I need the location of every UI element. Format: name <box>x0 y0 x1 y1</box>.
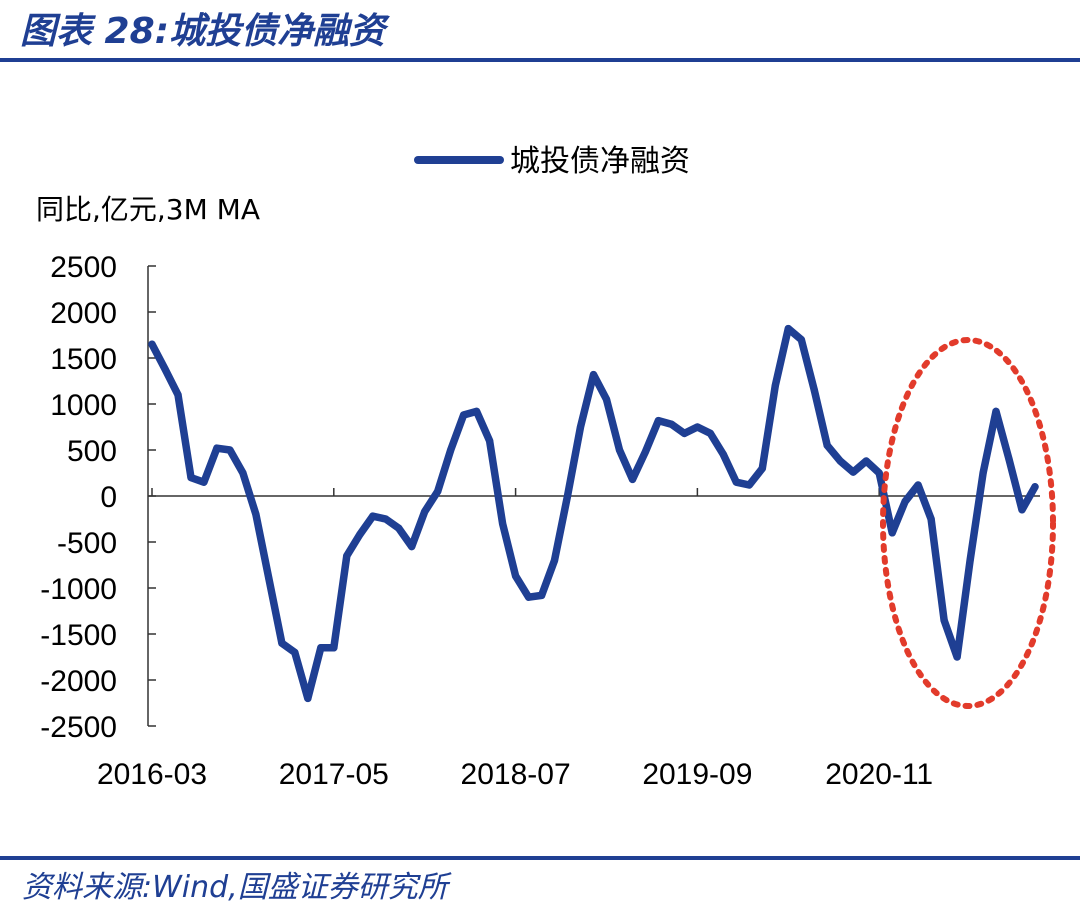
data-point <box>550 556 559 565</box>
data-point <box>148 340 156 348</box>
data-point <box>758 464 766 472</box>
data-point <box>473 407 481 415</box>
data-point <box>1031 483 1039 491</box>
data-point <box>460 411 468 419</box>
data-point <box>888 529 896 537</box>
data-point <box>719 451 728 459</box>
data-point <box>589 371 598 379</box>
y-tick-label: -2000 <box>40 665 117 698</box>
data-point <box>382 515 390 523</box>
data-point <box>317 644 325 652</box>
y-axis-unit-label: 同比,亿元,3M MA <box>36 193 260 226</box>
data-point <box>953 653 961 661</box>
data-point <box>849 468 857 476</box>
data-point <box>200 478 208 486</box>
data-point <box>732 478 740 486</box>
data-point <box>810 386 818 394</box>
y-tick-label: 0 <box>100 481 117 514</box>
legend: 城投债净融资 <box>414 144 690 179</box>
y-tick-label: -500 <box>57 527 117 560</box>
data-point <box>187 474 195 482</box>
data-point <box>693 423 702 431</box>
y-tick-label: -1500 <box>40 619 117 652</box>
data-point <box>823 441 831 449</box>
data-point <box>174 391 182 399</box>
data-point <box>745 481 753 489</box>
legend-label: 城投债净融资 <box>510 144 690 179</box>
y-tick-label: 1500 <box>50 343 117 376</box>
y-tick-label: -2500 <box>40 711 117 744</box>
data-point <box>252 510 260 518</box>
data-point <box>680 429 689 437</box>
data-point <box>511 572 520 580</box>
data-point <box>914 481 922 489</box>
data-point <box>862 457 870 465</box>
x-axis: 2016-03 2017-05 2018-07 2019-09 2020-11 <box>97 488 1040 791</box>
data-point <box>213 444 221 452</box>
data-point <box>447 446 455 454</box>
y-axis: 2500 2000 1500 1000 500 0 -500 -1000 -1500 -2000 -… <box>40 251 156 744</box>
data-point <box>1018 506 1026 514</box>
data-point <box>940 616 948 624</box>
data-point <box>486 437 494 445</box>
data-point <box>330 644 338 652</box>
data-point <box>771 382 779 390</box>
data-point <box>356 531 364 539</box>
data-point <box>901 497 909 506</box>
x-tick-label: 2019-09 <box>642 758 752 791</box>
data-points <box>148 325 1039 703</box>
x-tick-label: 2018-07 <box>461 758 571 791</box>
data-point <box>291 648 299 657</box>
line-chart: 城投债净融资 同比,亿元,3M MA 2500 2000 1500 1000 500 0 -… <box>36 144 1056 791</box>
data-point <box>525 593 533 601</box>
data-point <box>615 446 624 454</box>
highlight-ellipse <box>880 337 1056 709</box>
data-point <box>343 552 351 560</box>
figure-title: 图表 28:城投债净融资 <box>20 11 386 52</box>
data-point <box>265 575 273 583</box>
y-tick-label: 2500 <box>50 251 117 284</box>
y-tick-label: 1000 <box>50 389 117 422</box>
data-point <box>369 512 377 520</box>
data-point <box>992 407 1000 415</box>
x-tick-label: 2016-03 <box>97 758 207 791</box>
data-point <box>927 515 935 523</box>
y-tick-label: -1000 <box>40 573 117 606</box>
data-point <box>784 325 792 333</box>
data-point <box>408 543 416 551</box>
y-tick-label: 500 <box>67 435 117 468</box>
data-point <box>538 591 546 600</box>
data-point <box>434 487 442 495</box>
footer-rule <box>0 856 1080 860</box>
header-rule <box>0 58 1080 62</box>
data-point <box>628 475 637 483</box>
data-point <box>563 492 572 500</box>
data-point <box>654 417 663 425</box>
data-point <box>226 446 234 454</box>
data-point <box>576 423 585 431</box>
data-point <box>966 556 974 565</box>
data-point <box>278 639 286 647</box>
data-point <box>836 457 844 465</box>
data-point <box>875 469 883 477</box>
data-point <box>797 336 805 344</box>
data-point <box>1005 455 1013 463</box>
data-point <box>395 524 403 532</box>
data-point <box>641 448 650 456</box>
data-point <box>304 694 312 703</box>
source-note: 资料来源:Wind,国盛证券研究所 <box>22 870 448 905</box>
data-point <box>602 395 611 403</box>
data-point <box>421 508 429 516</box>
x-tick-label: 2020-11 <box>825 758 933 791</box>
data-point <box>667 420 676 428</box>
data-point <box>979 469 987 477</box>
data-point <box>161 365 169 373</box>
x-tick-label: 2017-05 <box>279 758 389 791</box>
y-tick-label: 2000 <box>50 297 117 330</box>
data-point <box>706 429 715 437</box>
data-point <box>239 469 247 477</box>
data-point <box>499 520 507 528</box>
